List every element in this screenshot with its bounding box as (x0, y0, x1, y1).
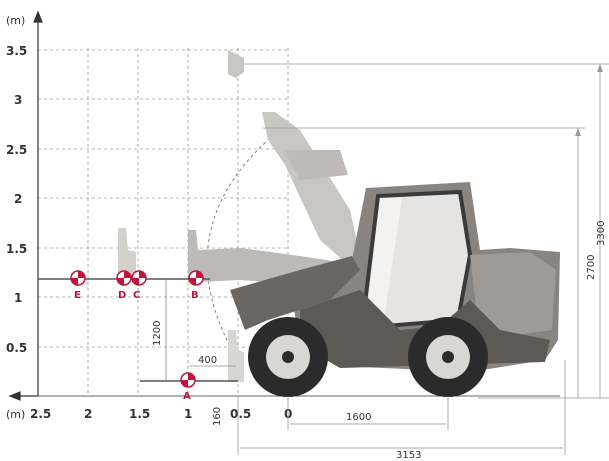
point-label-a: A (183, 391, 191, 402)
lift-arc (206, 139, 269, 347)
point-label-e: E (74, 290, 81, 301)
height-reference-lines (237, 63, 609, 455)
horizontal-dimensions (165, 280, 563, 449)
x-tick-label: 0.5 (230, 407, 251, 421)
y-tick-label: 0.5 (6, 341, 27, 355)
point-label-d: D (118, 290, 126, 301)
y-tick-label: 3.5 (6, 44, 27, 58)
x-tick-label: 1.5 (129, 407, 150, 421)
dimension-160: 160 (212, 407, 223, 426)
dimension-400: 400 (198, 355, 217, 366)
point-marker-c (131, 270, 147, 286)
rear-wheel (408, 317, 488, 397)
front-wheel (248, 317, 328, 397)
point-marker-b (188, 270, 204, 286)
dimension-3300: 3300 (596, 221, 607, 246)
raised-arm-ghost (228, 50, 360, 262)
x-tick-label: 1 (184, 407, 192, 421)
dimension-1200: 1200 (152, 321, 163, 346)
x-axis-unit: (m) (6, 408, 25, 421)
y-tick-label: 1.5 (6, 242, 27, 256)
point-marker-a (180, 372, 196, 388)
dimension-3153: 3153 (396, 450, 421, 461)
x-tick-label: 2.5 (30, 407, 51, 421)
point-marker-d (116, 270, 132, 286)
height-arrows (575, 64, 603, 136)
dimension-2700: 2700 (586, 255, 597, 280)
y-tick-label: 3 (14, 93, 22, 107)
y-axis-unit: (m) (6, 14, 25, 27)
dimension-1600: 1600 (346, 412, 371, 423)
loader-body (230, 182, 560, 372)
axes (8, 10, 560, 401)
point-label-c: C (133, 290, 140, 301)
y-tick-label: 2 (14, 192, 22, 206)
x-tick-label: 2 (84, 407, 92, 421)
point-label-b: B (191, 290, 199, 301)
y-tick-label: 2.5 (6, 143, 27, 157)
y-tick-label: 1 (14, 291, 22, 305)
point-marker-e (70, 270, 86, 286)
